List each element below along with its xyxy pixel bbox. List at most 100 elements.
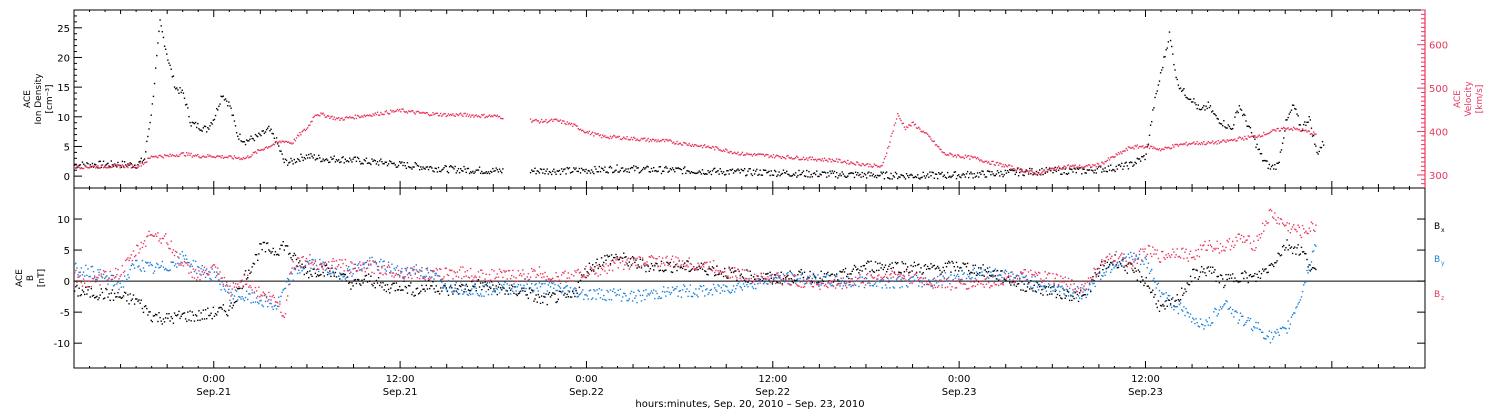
data-point <box>246 157 247 158</box>
data-point <box>540 121 541 122</box>
data-point <box>280 151 281 152</box>
data-point <box>322 272 323 273</box>
data-point <box>796 176 797 177</box>
data-point <box>1314 244 1315 245</box>
data-point <box>1056 297 1057 298</box>
data-point <box>1136 146 1137 147</box>
data-point <box>154 315 155 316</box>
data-point <box>518 284 519 285</box>
data-point <box>380 158 381 159</box>
data-point <box>233 115 234 116</box>
data-point <box>961 270 962 271</box>
data-point <box>1132 166 1133 167</box>
data-point <box>318 271 319 272</box>
data-point <box>1002 280 1003 281</box>
data-point <box>797 157 798 158</box>
data-point <box>177 263 178 264</box>
data-point <box>794 174 795 175</box>
data-point <box>492 168 493 169</box>
data-point <box>598 133 599 134</box>
data-point <box>540 286 541 287</box>
data-point <box>1195 104 1196 105</box>
data-point <box>121 287 122 288</box>
data-point <box>1290 111 1291 112</box>
data-point <box>91 167 92 168</box>
data-point <box>581 168 582 169</box>
data-point <box>1119 164 1120 165</box>
data-point <box>399 161 400 162</box>
data-point <box>268 299 269 300</box>
data-point <box>411 168 412 169</box>
data-point <box>1313 250 1314 251</box>
data-point <box>1109 159 1110 160</box>
data-point <box>227 105 228 106</box>
data-point <box>952 174 953 175</box>
data-point <box>551 118 552 119</box>
data-point <box>1246 320 1247 321</box>
data-point <box>1000 171 1001 172</box>
data-point <box>163 318 164 319</box>
data-point <box>802 274 803 275</box>
data-point <box>470 290 471 291</box>
data-point <box>134 256 135 257</box>
data-point <box>503 288 504 289</box>
data-point <box>836 273 837 274</box>
data-point <box>157 42 158 43</box>
data-point <box>1151 291 1152 292</box>
data-point <box>348 117 349 118</box>
data-point <box>1074 168 1075 169</box>
data-point <box>1296 113 1297 114</box>
data-point <box>469 293 470 294</box>
data-point <box>454 288 455 289</box>
data-point <box>1048 283 1049 284</box>
data-point <box>283 241 284 242</box>
data-point <box>386 110 387 111</box>
data-point <box>811 280 812 281</box>
data-point <box>864 173 865 174</box>
data-point <box>1124 150 1125 151</box>
data-point <box>1190 99 1191 100</box>
data-point <box>450 284 451 285</box>
data-point <box>1322 141 1323 142</box>
data-point <box>910 281 911 282</box>
data-point <box>530 287 531 288</box>
data-point <box>1148 145 1149 146</box>
data-point <box>241 288 242 289</box>
data-point <box>713 284 714 285</box>
data-point <box>626 263 627 264</box>
data-point <box>753 288 754 289</box>
data-point <box>870 261 871 262</box>
data-point <box>1190 313 1191 314</box>
data-point <box>742 276 743 277</box>
data-point <box>385 284 386 285</box>
data-point <box>1162 67 1163 68</box>
y-tick-label-right: 400 <box>1429 128 1448 139</box>
data-point <box>1289 113 1290 114</box>
data-point <box>1214 114 1215 115</box>
data-point <box>1250 274 1251 275</box>
data-point <box>299 132 300 133</box>
data-point <box>316 276 317 277</box>
data-point <box>152 265 153 266</box>
data-point <box>740 172 741 173</box>
data-point <box>826 274 827 275</box>
data-point <box>624 170 625 171</box>
data-point <box>1197 108 1198 109</box>
data-point <box>690 284 691 285</box>
data-point <box>230 292 231 293</box>
data-point <box>753 170 754 171</box>
data-point <box>966 157 967 158</box>
data-point <box>97 299 98 300</box>
data-point <box>570 287 571 288</box>
data-point <box>391 111 392 112</box>
data-point <box>119 167 120 168</box>
data-point <box>915 265 916 266</box>
data-point <box>582 130 583 131</box>
data-point <box>535 119 536 120</box>
data-point <box>1189 284 1190 285</box>
data-point <box>936 174 937 175</box>
data-point <box>258 303 259 304</box>
data-point <box>779 156 780 157</box>
data-point <box>1000 163 1001 164</box>
data-point <box>428 272 429 273</box>
